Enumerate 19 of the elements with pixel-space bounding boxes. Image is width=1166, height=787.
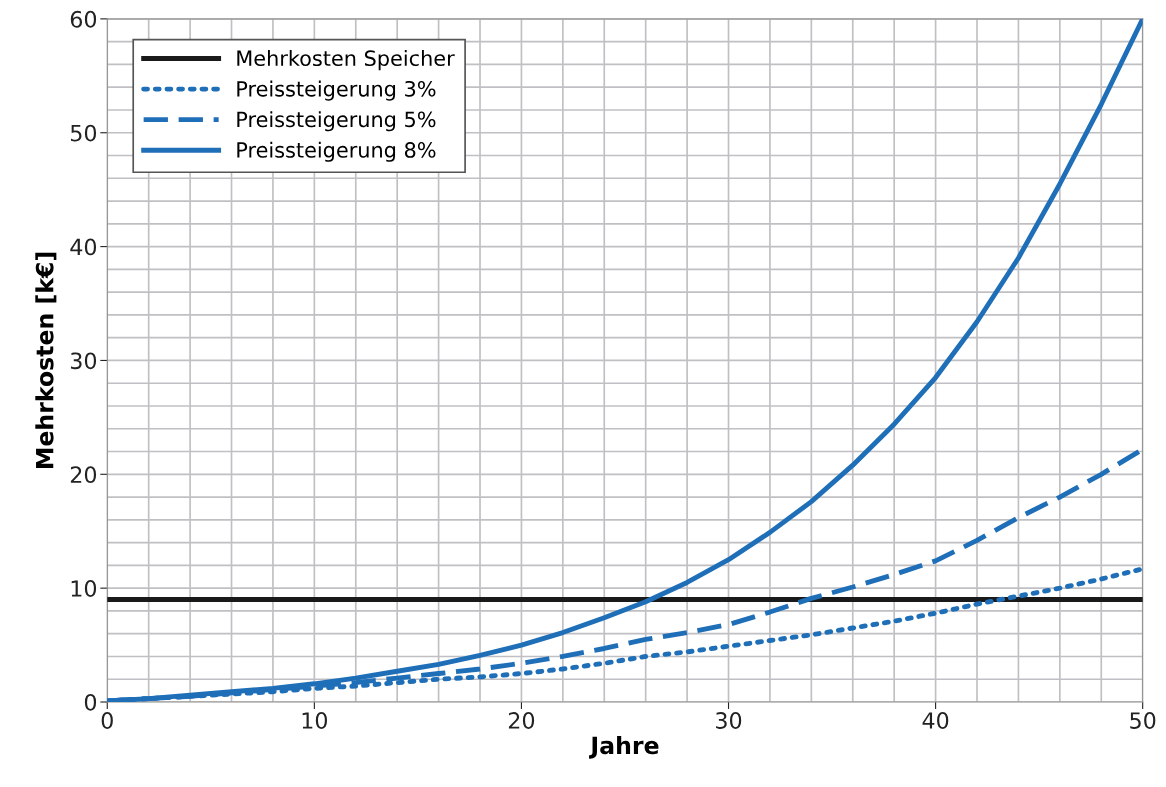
legend-label: Preissteigerung 8% bbox=[237, 141, 436, 162]
y-tick-label: 20 bbox=[70, 466, 97, 484]
x-tick-label: 30 bbox=[716, 712, 742, 729]
x-tick-label: 20 bbox=[508, 712, 535, 729]
y-tick-label: 30 bbox=[70, 352, 97, 370]
x-axis-title: Jahre bbox=[589, 736, 659, 759]
x-tick-label: 40 bbox=[922, 712, 949, 729]
y-tick-label: 0 bbox=[84, 693, 97, 711]
legend-label: Preissteigerung 3% bbox=[237, 80, 436, 101]
y-axis-title: Mehrkosten [k€] bbox=[35, 252, 57, 468]
y-tick-label: 10 bbox=[71, 580, 97, 597]
legend-label: Preissteigerung 5% bbox=[237, 111, 436, 132]
y-tick-label: 60 bbox=[70, 10, 97, 28]
y-tick-label: 50 bbox=[70, 124, 97, 142]
x-tick-label: 10 bbox=[302, 712, 328, 729]
legend-label: Mehrkosten Speicher bbox=[237, 49, 455, 71]
x-tick-label: 0 bbox=[101, 712, 113, 729]
x-tick-label: 50 bbox=[1130, 712, 1156, 729]
y-tick-label: 40 bbox=[70, 238, 97, 256]
